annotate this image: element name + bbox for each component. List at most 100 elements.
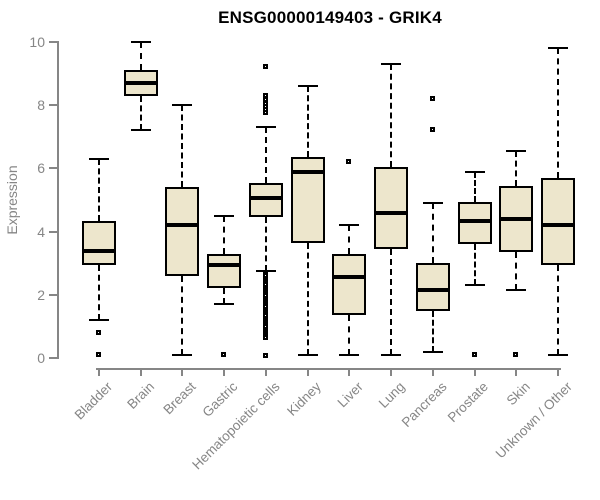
median-line [207,262,242,267]
category-label: Gastric [199,379,241,420]
outlier-point [262,335,268,341]
whisker-upper [557,48,560,178]
whisker-cap-lower [339,353,360,356]
whisker-cap-lower [89,319,109,322]
whisker-cap-upper [464,170,485,173]
y-axis-tick [49,167,58,170]
iqr-box [207,253,242,289]
outlier-point [262,64,268,70]
outlier-point [471,351,477,357]
category-label: Unknown / Other [492,379,575,462]
whisker-lower [181,275,184,355]
outlier-point [262,110,268,116]
outlier-point [429,95,435,101]
whisker-lower [264,217,267,272]
x-axis-tick [515,368,518,376]
category-label: Prostate [445,379,492,426]
whisker-lower [390,248,393,355]
y-tick-label: 4 [37,223,45,240]
whisker-cap-upper [297,85,318,88]
outlier-point [96,351,101,357]
whisker-cap-lower [464,284,485,287]
whisker-lower [515,252,518,291]
category-label: Pancreas [398,379,450,430]
x-axis-tick [473,368,476,376]
median-line [248,196,283,201]
category-label: Liver [334,379,366,411]
y-axis-tick [49,293,58,296]
y-tick-label: 0 [37,350,45,366]
median-line [332,275,367,280]
whisker-cap-lower [548,353,569,356]
x-axis-tick [264,368,267,376]
whisker-lower [557,264,560,355]
whisker-cap-upper [548,47,569,50]
whisker-lower [139,95,142,131]
y-axis-tick [49,230,58,233]
y-axis-tick [49,104,58,107]
whisker-cap-lower [506,289,527,292]
iqr-box [332,253,367,316]
whisker-lower [306,242,309,355]
median-line [457,218,492,223]
whisker-cap-lower [381,353,402,356]
whisker-cap-upper [339,224,360,227]
median-line [415,288,450,293]
iqr-box [82,220,116,265]
y-tick-label: 8 [37,97,45,114]
whisker-lower [473,244,476,286]
median-line [374,210,409,215]
iqr-box [415,263,450,311]
iqr-box [541,177,576,265]
category-label: Bladder [72,379,116,423]
whisker-upper [515,151,518,186]
whisker-upper [223,215,226,254]
category-label: Breast [160,379,200,418]
category-label: Kidney [284,379,325,419]
whisker-cap-lower [297,353,318,356]
category-label: Lung [375,379,408,411]
whisker-cap-lower [172,353,193,356]
category-label: Brain [124,379,158,412]
median-line [165,223,200,228]
outlier-point [96,329,101,335]
whisker-upper [348,225,351,254]
y-axis-tick [49,41,58,43]
whisker-upper [390,64,393,167]
whisker-cap-lower [214,303,235,306]
chart-title: ENSG00000149403 - GRIK4 [218,8,442,27]
whisker-cap-upper [506,150,527,153]
whisker-cap-upper [255,126,276,129]
x-axis-tick [431,368,434,376]
median-line [290,169,325,174]
outlier-point [262,92,268,98]
whisker-cap-lower [255,270,276,273]
whisker-upper [139,42,142,71]
y-axis-line [57,41,59,359]
y-tick-label: 10 [29,34,45,50]
y-axis-label: Expression [4,165,20,235]
whisker-cap-upper [422,202,443,205]
x-axis-tick [348,368,351,376]
y-tick-label: 2 [37,286,45,303]
whisker-upper [431,203,434,264]
whisker-cap-upper [89,157,109,160]
x-axis-tick [390,368,393,376]
whisker-upper [306,86,309,158]
iqr-box [165,187,200,276]
whisker-cap-lower [422,350,443,353]
x-axis-tick [223,368,226,376]
x-axis-tick [306,368,309,376]
whisker-cap-upper [381,63,402,66]
whisker-cap-upper [130,41,151,43]
category-label: Skin [503,379,533,409]
y-tick-label: 6 [37,160,45,177]
outlier-point [262,353,268,359]
outlier-point [346,159,352,165]
x-axis-tick [557,368,560,376]
y-axis-tick [49,357,58,359]
x-axis-tick [181,368,184,376]
whisker-cap-upper [214,214,235,217]
whisker-upper [473,171,476,202]
whisker-lower [223,288,226,305]
